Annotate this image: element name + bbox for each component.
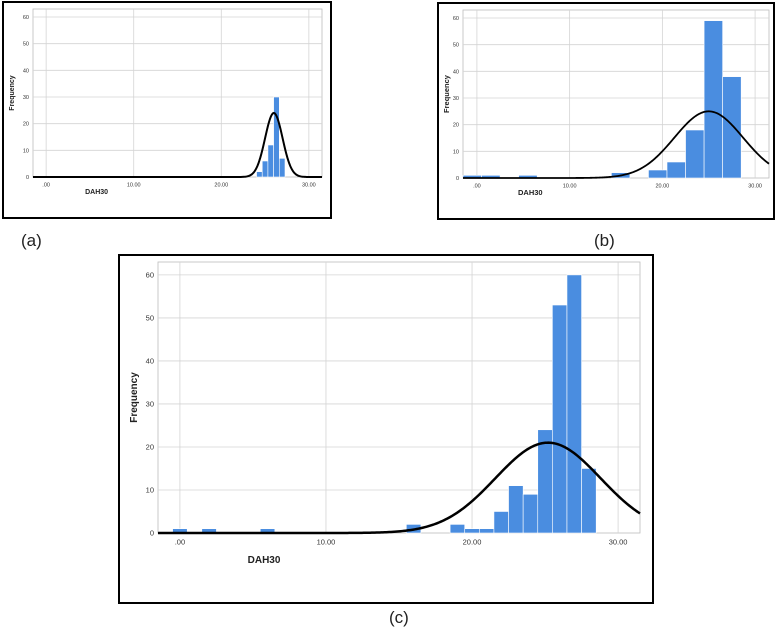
histogram-bar: [279, 158, 286, 178]
y-tick-label: 20: [23, 122, 29, 128]
y-tick-label: 50: [146, 314, 154, 323]
y-tick-label: 60: [23, 15, 29, 21]
y-axis-label: Frequency: [9, 75, 16, 111]
x-axis-label: DAH30: [518, 188, 543, 197]
histogram-bar: [703, 20, 723, 179]
panel-label-b: (b): [594, 231, 615, 250]
panel-label-a: (a): [21, 231, 42, 250]
y-tick-label: 30: [146, 400, 154, 409]
y-tick-label: 60: [453, 16, 459, 22]
histogram-bar: [256, 171, 263, 178]
histogram-bar: [273, 96, 280, 178]
x-tick-label: 20.00: [463, 538, 482, 547]
histogram-b: 0 10 20 30 40 50 60 .00 10.00 20.00 30.00 DAH30 Freq…: [442, 9, 770, 197]
normal-curve: [33, 111, 322, 178]
histogram-bar: [566, 274, 582, 534]
y-tick-label: 60: [146, 271, 154, 280]
histogram-bar: [479, 528, 495, 534]
histogram-a: 0 10 20 30 40 50 60 .00 10.00 20.00 30.00 DAH30 Freq…: [9, 8, 323, 196]
y-tick-label: 20: [453, 123, 459, 129]
histogram-bar: [685, 129, 705, 179]
x-tick-label: .00: [42, 183, 50, 189]
y-tick-label: 50: [453, 43, 459, 49]
x-tick-label: 30.00: [609, 538, 628, 547]
histogram-bar: [537, 429, 553, 534]
y-tick-label: 40: [23, 68, 29, 74]
normal-curve: [158, 441, 641, 535]
normal-curve: [463, 110, 770, 179]
histogram-bar: [449, 524, 466, 534]
y-tick-label: 20: [146, 443, 154, 452]
histogram-bar: [552, 304, 568, 534]
histogram-bar: [493, 511, 509, 534]
y-tick-label: 30: [23, 95, 29, 101]
y-tick-label: 50: [23, 42, 29, 48]
y-axis-label: Frequency: [442, 74, 451, 113]
y-tick-label: 10: [23, 148, 29, 154]
histogram-panel-a: 0 10 20 30 40 50 60 .00 10.00 20.00 30.00 DAH30 Freq…: [2, 1, 332, 219]
y-tick-label: 0: [150, 529, 154, 538]
panel-label-c: (c): [389, 608, 409, 627]
histogram-panel-b: 0 10 20 30 40 50 60 .00 10.00 20.00 30.00 DAH30 Freq…: [437, 2, 775, 220]
y-tick-label: 40: [146, 357, 154, 366]
histogram-bar: [508, 485, 524, 534]
x-tick-label: 20.00: [214, 183, 228, 189]
histogram-bar: [522, 493, 539, 534]
histogram-c: 0 10 20 30 40 50 60 .00 10.00 20.00 30.00 DAH30 Freq…: [129, 261, 641, 566]
histogram-bar: [267, 144, 274, 178]
x-tick-label: 10.00: [127, 183, 141, 189]
y-tick-label: 10: [453, 149, 459, 155]
histogram-bar: [261, 160, 269, 178]
x-tick-label: .00: [175, 538, 185, 547]
histogram-bar: [581, 468, 597, 534]
histogram-panel-c: 0 10 20 30 40 50 60 .00 10.00 20.00 30.00 DAH30 Freq…: [118, 254, 654, 604]
histogram-bar: [666, 161, 686, 179]
x-tick-label: 10.00: [563, 184, 577, 190]
x-tick-label: 10.00: [317, 538, 336, 547]
y-tick-label: 30: [453, 96, 459, 102]
y-axis-label: Frequency: [129, 372, 140, 423]
y-tick-label: 0: [26, 175, 29, 181]
histogram-bar: [464, 528, 480, 534]
x-tick-label: 30.00: [748, 184, 762, 190]
x-axis-label: DAH30: [248, 555, 281, 566]
x-tick-label: 20.00: [655, 184, 669, 190]
x-axis-label: DAH30: [85, 189, 108, 196]
histogram-bar: [722, 76, 742, 179]
y-tick-label: 40: [453, 69, 459, 75]
y-tick-label: 10: [146, 486, 154, 495]
y-tick-label: 0: [456, 176, 459, 182]
x-tick-label: 30.00: [302, 183, 316, 189]
x-tick-label: .00: [473, 184, 481, 190]
histogram-bar: [648, 169, 668, 179]
